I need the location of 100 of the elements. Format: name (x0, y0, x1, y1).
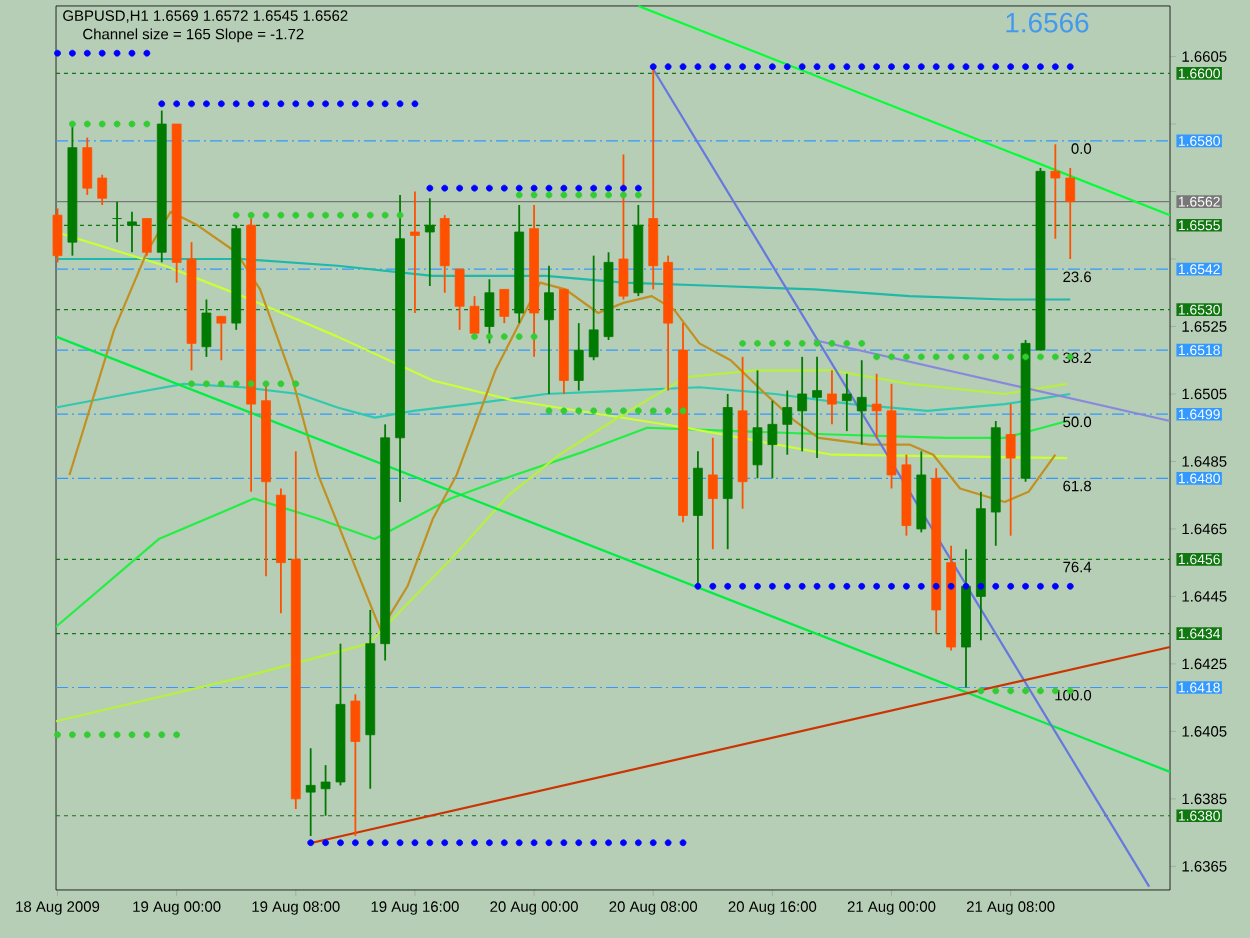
point (1037, 687, 1044, 695)
point (396, 211, 404, 219)
candlestick (827, 369, 837, 426)
point (813, 582, 821, 590)
point (337, 839, 344, 847)
point (500, 839, 508, 847)
point (54, 49, 61, 57)
point (143, 120, 151, 128)
point (366, 839, 374, 847)
point (471, 184, 478, 192)
annotation: 1.6566 (1006, 12, 1089, 33)
point (932, 63, 940, 71)
point (888, 353, 895, 361)
point (1051, 353, 1059, 361)
point (664, 63, 672, 71)
point (590, 839, 598, 847)
point (783, 339, 791, 347)
point (515, 333, 523, 341)
point (947, 582, 955, 590)
point (396, 839, 404, 847)
point (128, 120, 136, 128)
point (1051, 582, 1059, 590)
point (98, 731, 106, 739)
point (888, 582, 895, 590)
point (962, 63, 970, 71)
point (992, 63, 1000, 71)
point (292, 380, 300, 388)
point (754, 63, 761, 71)
point (322, 100, 329, 108)
point (277, 380, 285, 388)
point (83, 120, 91, 128)
point (1022, 63, 1029, 71)
candlestick (782, 389, 793, 456)
point (217, 100, 225, 108)
candlestick (454, 268, 465, 331)
point (113, 120, 121, 128)
candlestick (618, 153, 629, 301)
point (1007, 353, 1015, 361)
point (247, 100, 255, 108)
line-series (54, 382, 1072, 419)
point (530, 184, 538, 192)
point (441, 839, 449, 847)
point (262, 100, 270, 108)
point (649, 407, 657, 415)
point (232, 380, 240, 388)
point (411, 100, 419, 108)
point (664, 407, 672, 415)
point (486, 333, 493, 341)
candlestick (82, 136, 93, 196)
point (411, 839, 419, 847)
point (98, 120, 106, 128)
point (917, 582, 925, 590)
point (54, 731, 61, 739)
point (620, 839, 627, 847)
point (605, 839, 612, 847)
point (113, 49, 121, 57)
point (83, 731, 91, 739)
point (560, 184, 568, 192)
point (768, 339, 776, 347)
point (307, 211, 315, 219)
point (992, 582, 1000, 590)
point (69, 120, 76, 128)
point (530, 333, 538, 341)
point (798, 63, 806, 71)
point (1037, 353, 1044, 361)
point (858, 63, 866, 71)
point (98, 49, 106, 57)
point (694, 63, 702, 71)
point (724, 582, 732, 590)
candlestick (320, 764, 331, 817)
point (292, 100, 300, 108)
point (1007, 687, 1015, 695)
point (888, 63, 895, 71)
point (173, 731, 181, 739)
candlestick (216, 315, 227, 362)
point (828, 339, 836, 347)
point (858, 339, 866, 347)
point (307, 839, 315, 847)
candlestick (305, 747, 316, 837)
candlestick (707, 436, 718, 551)
point (858, 582, 866, 590)
point (783, 582, 791, 590)
candlestick (544, 264, 554, 395)
candlestick (1065, 167, 1076, 260)
candlestick (201, 298, 212, 358)
point (843, 63, 851, 71)
point (634, 184, 642, 192)
point (1022, 687, 1029, 695)
candlestick (752, 369, 763, 480)
point (322, 839, 329, 847)
candlestick (350, 693, 361, 837)
point (917, 63, 925, 71)
point (813, 63, 821, 71)
point (575, 184, 583, 192)
point (545, 839, 553, 847)
point (620, 407, 627, 415)
point (679, 407, 687, 415)
point (739, 63, 746, 71)
point (158, 100, 166, 108)
point (277, 100, 285, 108)
